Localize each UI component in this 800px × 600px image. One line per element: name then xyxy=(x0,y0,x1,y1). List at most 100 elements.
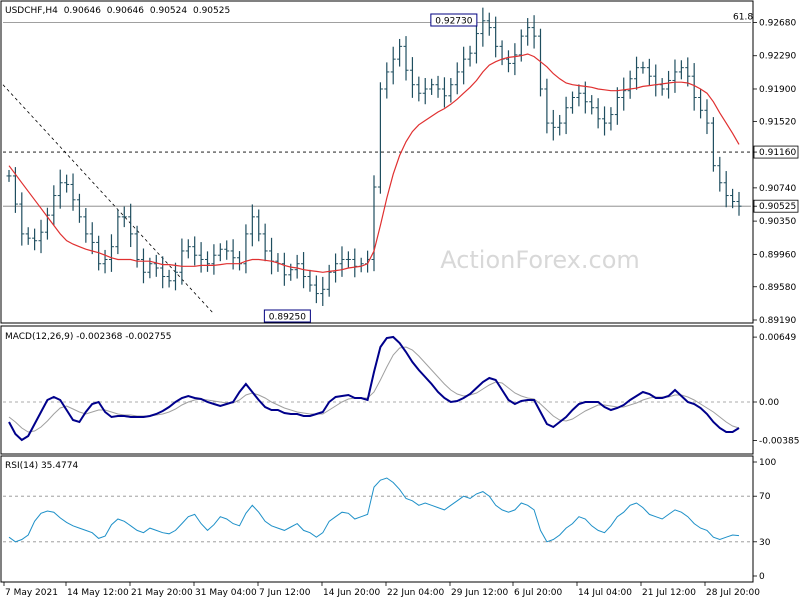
price-bar xyxy=(403,36,409,81)
high-annotation-box xyxy=(430,13,478,27)
macd-pane-frame xyxy=(0,325,754,455)
price-bar xyxy=(377,82,383,194)
price-bar xyxy=(409,57,415,98)
rsi-y-axis: 100 70 30 0 xyxy=(753,458,776,582)
price-bar xyxy=(249,204,255,247)
price-bar xyxy=(44,207,50,240)
price-bar xyxy=(614,87,620,125)
rsi-lines xyxy=(3,477,751,543)
price-bar xyxy=(704,99,710,135)
x-tick-label-2: 21 May 20:00 xyxy=(131,588,193,598)
price-bar xyxy=(486,12,492,36)
x-tick-label-4: 7 Jun 12:00 xyxy=(259,588,311,598)
high-annotation: 0.92730 xyxy=(430,13,478,27)
price-pane: USDCHF,H4 0.90646 0.90646 0.90524 0.9052… xyxy=(0,0,799,326)
rsi-line xyxy=(8,477,740,543)
price-bar xyxy=(326,264,332,297)
low-annotation: 0.89250 xyxy=(263,309,311,323)
macd-tick-label-1: 0.00 xyxy=(759,398,779,408)
macd-line xyxy=(8,335,740,442)
price-tick-label-4: 0.91160 xyxy=(759,148,796,158)
price-bar xyxy=(32,228,38,251)
low-annotation-box xyxy=(263,309,311,323)
price-bar xyxy=(153,254,159,277)
price-bar xyxy=(397,38,403,67)
price-bar xyxy=(128,203,134,248)
price-bar xyxy=(38,219,44,254)
rsi-tick-label-1: 70 xyxy=(759,492,771,502)
x-tick-label-11: 28 Jul 20:00 xyxy=(706,588,760,598)
price-bar xyxy=(608,107,614,131)
price-bar xyxy=(230,239,236,270)
price-bar xyxy=(281,252,287,286)
price-bar xyxy=(51,185,57,226)
price-bar xyxy=(179,238,185,285)
rsi-title: RSI(14) 35.4774 xyxy=(5,461,78,471)
price-bar xyxy=(698,89,704,119)
price-bar xyxy=(666,70,672,99)
price-tick-label-6: 0.90525 xyxy=(759,202,796,212)
price-bar xyxy=(678,60,684,80)
price-bar xyxy=(339,246,345,277)
price-bar xyxy=(371,175,377,272)
price-bar xyxy=(416,76,422,102)
price-bar xyxy=(525,18,531,46)
rsi-tick-label-0: 100 xyxy=(759,458,776,468)
price-levels: 61.8 xyxy=(3,12,753,207)
price-bar xyxy=(121,206,127,228)
x-tick-label-0: 7 May 2021 xyxy=(5,588,58,598)
price-pane-title: USDCHF,H4 0.90646 0.90646 0.90524 0.9052… xyxy=(5,6,230,16)
x-axis: 7 May 2021 14 May 12:00 21 May 20:00 31 May… xyxy=(3,582,760,598)
price-bar xyxy=(531,15,537,49)
price-tick-label-0: 0.92680 xyxy=(759,18,796,28)
price-bar xyxy=(294,254,300,279)
price-bar xyxy=(160,256,166,289)
price-bar xyxy=(640,61,646,74)
price-bar xyxy=(76,193,82,223)
price-bar xyxy=(390,46,396,85)
price-bar xyxy=(685,57,691,87)
x-tick-label-9: 14 Jul 04:00 xyxy=(578,588,632,598)
price-bar xyxy=(57,169,63,209)
macd-tick-label-0: 0.00649 xyxy=(759,333,796,343)
price-bar xyxy=(710,117,716,172)
price-tick-label-10: 0.89190 xyxy=(759,316,796,326)
ohlc-close: 0.90525 xyxy=(193,6,230,16)
price-bar xyxy=(217,243,223,262)
macd-pane: MACD(12,26,9) -0.002368 -0.002755 0.0064… xyxy=(0,325,800,455)
price-bar xyxy=(192,236,198,266)
price-bar xyxy=(205,251,211,272)
x-tick-label-7: 29 Jun 12:00 xyxy=(451,588,508,598)
price-bar xyxy=(467,45,473,67)
price-bar xyxy=(64,174,70,193)
annotation-group: 0.92730 0.89250 xyxy=(263,13,478,323)
price-bar xyxy=(576,84,582,107)
x-tick-label-8: 6 Jul 20:00 xyxy=(514,588,563,598)
price-tick-label-1: 0.92290 xyxy=(759,52,796,62)
price-bar xyxy=(262,223,268,262)
price-bar xyxy=(166,269,172,288)
price-bar xyxy=(557,114,563,136)
price-bar xyxy=(172,262,178,291)
macd-title: MACD(12,26,9) -0.002368 -0.002755 xyxy=(5,332,171,342)
price-bar xyxy=(422,78,428,105)
low-annotation-label: 0.89250 xyxy=(269,313,306,323)
price-bar xyxy=(691,63,697,111)
price-bar xyxy=(634,56,640,90)
price-bar xyxy=(83,208,89,243)
price-tick-label-8: 0.89960 xyxy=(759,250,796,260)
price-bar xyxy=(563,96,569,135)
rsi-pane-frame xyxy=(0,455,754,583)
price-bar xyxy=(480,7,486,47)
price-tick-label-9: 0.89580 xyxy=(759,283,796,293)
high-annotation-label: 0.92730 xyxy=(435,17,472,27)
price-bar xyxy=(429,78,435,95)
symbol-label: USDCHF,H4 xyxy=(5,6,58,16)
watermark: ActionForex.com xyxy=(440,246,640,274)
price-bar xyxy=(70,173,76,211)
price-bar xyxy=(493,16,499,58)
price-bar xyxy=(589,95,595,115)
price-bar xyxy=(570,91,576,114)
price-bar xyxy=(461,46,467,85)
